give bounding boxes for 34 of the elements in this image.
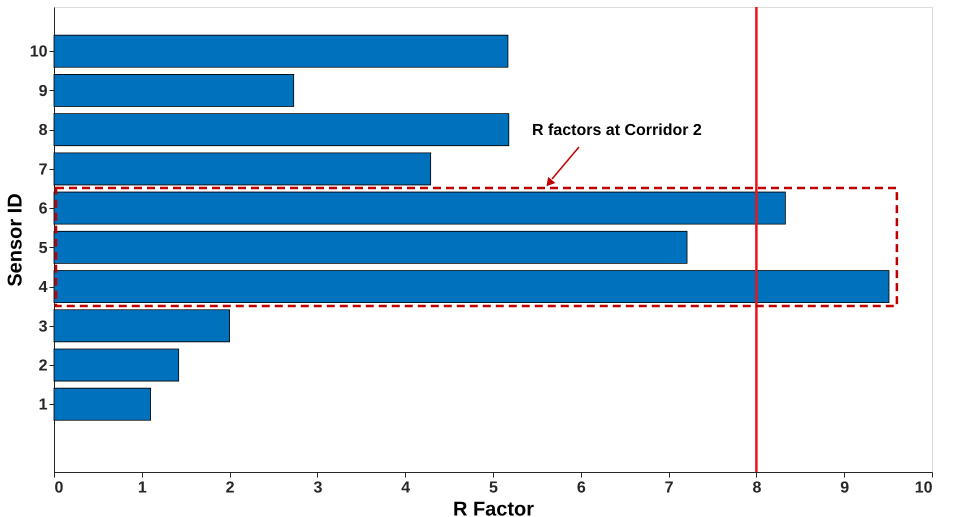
y-tick-label: 7 [38,161,48,178]
x-tick-label: 8 [752,480,762,496]
bar [54,388,151,421]
bar [54,34,508,68]
y-axis-title: Sensor ID [4,193,27,287]
bar [54,152,432,186]
x-tick-label: 7 [664,480,674,496]
x-tick-label: 9 [840,480,850,496]
x-tick-label: 1 [138,480,147,496]
y-tick-label: 10 [30,44,48,61]
bar [54,74,294,107]
bar [54,230,688,264]
x-tick-label: 10 [914,480,933,496]
x-tick-label: 4 [401,480,410,496]
y-tick-label: 8 [38,122,48,140]
annotation: R factors at Corridor 2 [532,122,702,139]
x-tick-label: 6 [576,480,586,496]
x-tick-label: 2 [226,480,235,496]
y-tick-label: 5 [38,240,48,257]
y-tick-label: 1 [38,396,48,414]
bar [54,270,890,304]
y-tick-label: 4 [38,279,48,296]
y-tick-label: 3 [38,318,48,336]
y-tick-label: 9 [38,82,48,100]
bar [54,192,786,225]
y-tick-label: 6 [38,200,48,218]
x-axis-title: R Factor [452,498,534,517]
bar [54,113,510,146]
bar [54,348,180,382]
x-tick-label: 0 [54,480,64,496]
x-tick-label: 3 [313,480,322,496]
x-tick-label: 5 [489,480,498,496]
y-tick-label: 2 [38,358,48,375]
bar [54,309,230,342]
